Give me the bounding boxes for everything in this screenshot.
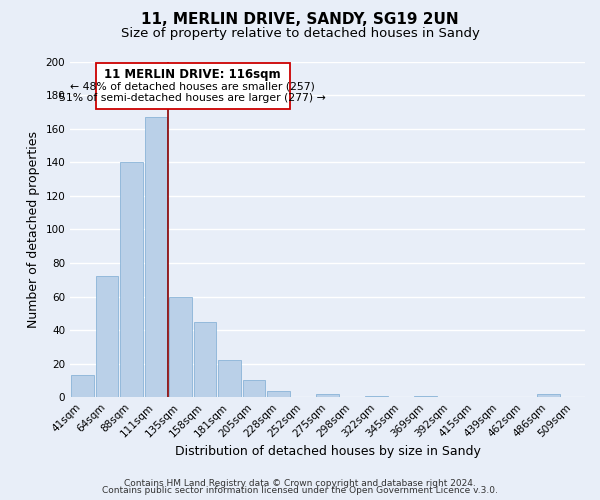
Bar [537, 394, 560, 397]
X-axis label: Distribution of detached houses by size in Sandy: Distribution of detached houses by size … [175, 444, 481, 458]
Bar [71, 376, 94, 397]
Bar [145, 117, 167, 397]
Text: Contains HM Land Registry data © Crown copyright and database right 2024.: Contains HM Land Registry data © Crown c… [124, 478, 476, 488]
Bar [194, 322, 216, 397]
Y-axis label: Number of detached properties: Number of detached properties [27, 131, 40, 328]
Text: 51% of semi-detached houses are larger (277) →: 51% of semi-detached houses are larger (… [59, 94, 326, 104]
Bar [120, 162, 143, 397]
Text: 11, MERLIN DRIVE, SANDY, SG19 2UN: 11, MERLIN DRIVE, SANDY, SG19 2UN [141, 12, 459, 28]
Bar [365, 396, 388, 397]
Bar [415, 396, 437, 397]
Text: Contains public sector information licensed under the Open Government Licence v.: Contains public sector information licen… [102, 486, 498, 495]
Bar [218, 360, 241, 397]
Bar [169, 296, 192, 397]
Text: 11 MERLIN DRIVE: 116sqm: 11 MERLIN DRIVE: 116sqm [104, 68, 281, 81]
Bar [243, 380, 265, 397]
FancyBboxPatch shape [96, 63, 290, 108]
Text: Size of property relative to detached houses in Sandy: Size of property relative to detached ho… [121, 28, 479, 40]
Text: ← 48% of detached houses are smaller (257): ← 48% of detached houses are smaller (25… [70, 82, 315, 92]
Bar [316, 394, 339, 397]
Bar [95, 276, 118, 397]
Bar [267, 390, 290, 397]
